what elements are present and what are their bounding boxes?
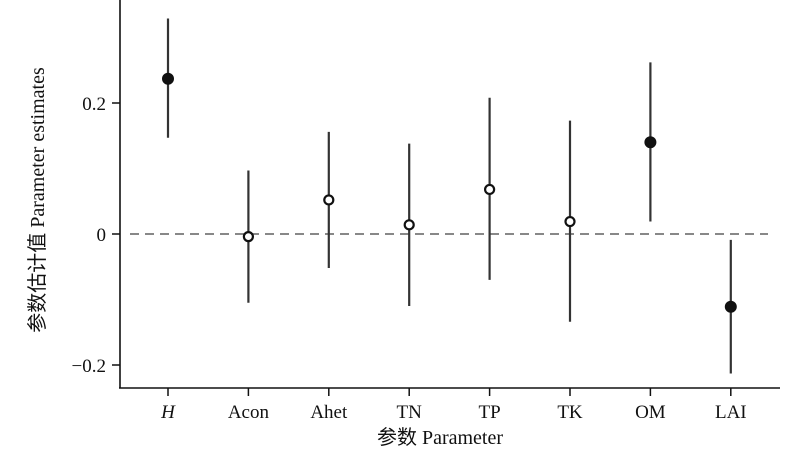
y-tick-label: −0.2	[72, 356, 106, 377]
estimate-point	[724, 300, 737, 313]
x-tick-label: TP	[479, 402, 501, 423]
x-axis-title: 参数 Parameter	[377, 426, 503, 449]
estimate-point	[162, 72, 174, 85]
estimate-point	[403, 219, 415, 231]
x-tick-label: Acon	[228, 402, 270, 423]
x-tick-label: TN	[397, 402, 423, 423]
y-tick-label: 0	[97, 225, 107, 246]
x-tick-label: LAI	[715, 402, 747, 423]
estimate-point	[484, 183, 496, 196]
x-tick-label: H	[160, 402, 176, 423]
y-axis-title: 参数估计值 Parameter estimates	[26, 67, 49, 333]
x-tick-label: OM	[635, 402, 666, 423]
estimate-point	[644, 136, 657, 149]
estimate-point	[323, 194, 335, 206]
estimate-point	[564, 215, 576, 228]
y-tick-label: 0.2	[82, 94, 106, 115]
estimate-point	[242, 231, 254, 243]
x-tick-label: TK	[557, 402, 583, 423]
x-tick-label: Ahet	[310, 402, 348, 423]
